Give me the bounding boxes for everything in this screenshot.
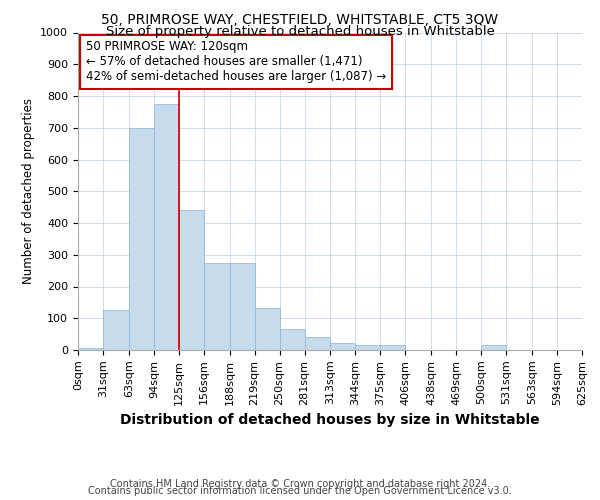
X-axis label: Distribution of detached houses by size in Whitstable: Distribution of detached houses by size …	[120, 413, 540, 427]
Bar	[154, 104, 179, 350]
Text: 50, PRIMROSE WAY, CHESTFIELD, WHITSTABLE, CT5 3QW: 50, PRIMROSE WAY, CHESTFIELD, WHITSTABLE…	[101, 12, 499, 26]
Bar	[78, 348, 103, 350]
Bar	[481, 345, 506, 350]
Bar	[355, 345, 380, 350]
Bar	[129, 128, 154, 350]
Bar	[380, 345, 406, 350]
Text: Size of property relative to detached houses in Whitstable: Size of property relative to detached ho…	[106, 25, 494, 38]
Y-axis label: Number of detached properties: Number of detached properties	[22, 98, 35, 284]
Bar	[280, 328, 305, 350]
Bar	[204, 262, 230, 350]
Text: 50 PRIMROSE WAY: 120sqm
← 57% of detached houses are smaller (1,471)
42% of semi: 50 PRIMROSE WAY: 120sqm ← 57% of detache…	[86, 40, 386, 84]
Bar	[230, 262, 254, 350]
Text: Contains public sector information licensed under the Open Government Licence v3: Contains public sector information licen…	[88, 486, 512, 496]
Bar	[305, 338, 331, 350]
Bar	[331, 343, 355, 350]
Bar	[103, 310, 129, 350]
Bar	[254, 308, 280, 350]
Text: Contains HM Land Registry data © Crown copyright and database right 2024.: Contains HM Land Registry data © Crown c…	[110, 479, 490, 489]
Bar	[179, 210, 204, 350]
